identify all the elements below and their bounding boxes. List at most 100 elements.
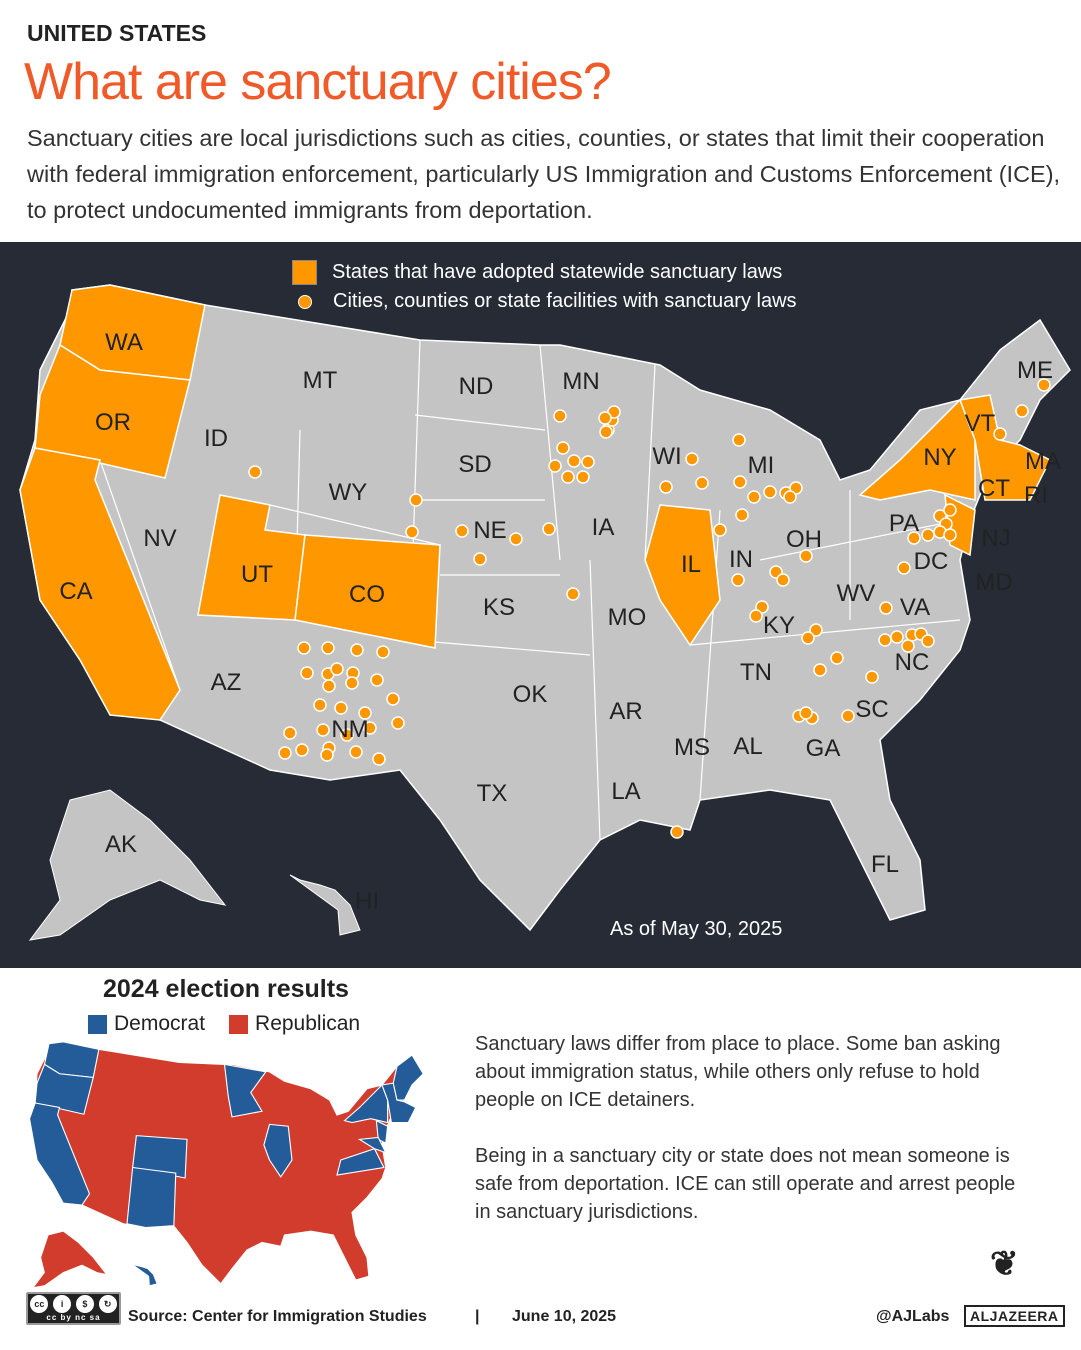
state-border xyxy=(539,344,561,561)
state-label-tn: TN xyxy=(740,659,772,686)
sanctuary-city-dot xyxy=(566,587,580,601)
democrat-state-or xyxy=(34,1063,94,1115)
sanctuary-city-dot xyxy=(993,427,1007,441)
sanctuary-city-dot xyxy=(358,706,372,720)
state-label-fl: FL xyxy=(871,851,899,878)
sanctuary-city-dot xyxy=(349,745,363,759)
separator: | xyxy=(475,1308,480,1325)
sanctuary-city-dot xyxy=(598,411,612,425)
sanctuary-state-co xyxy=(294,534,441,649)
sanctuary-city-dot xyxy=(841,709,855,723)
sanctuary-city-dot xyxy=(943,528,957,542)
sanctuary-state-ny xyxy=(858,398,976,501)
sanctuary-city-dot xyxy=(363,721,377,735)
twitter-handle[interactable]: @AJLabs xyxy=(876,1308,950,1325)
hawaii-democrat xyxy=(130,1262,158,1287)
sanctuary-state-vt xyxy=(958,394,1052,501)
state-label-ak: AK xyxy=(105,831,137,858)
sanctuary-city-dot xyxy=(455,524,469,538)
state-label-ri: RI xyxy=(1024,482,1048,509)
state-label-nj: NJ xyxy=(981,525,1010,552)
sanctuary-city-dot xyxy=(921,528,935,542)
license-text: cc by nc sa xyxy=(46,1313,101,1322)
election-map xyxy=(28,1041,424,1289)
election-legend: Democrat Republican xyxy=(88,1012,360,1036)
sanctuary-city-dot xyxy=(283,726,297,740)
sanctuary-city-dot xyxy=(300,666,314,680)
state-label-wa: WA xyxy=(105,329,143,356)
orange-square-icon xyxy=(292,260,317,285)
sanctuary-city-dot xyxy=(733,475,747,489)
us-map: WA OR CA ID NV MT WY UT CO AZ NM ND SD NE KS OK TX MN IA MO… xyxy=(19,284,1071,941)
democrat-state-nj xyxy=(375,1119,389,1144)
republican-swatch xyxy=(229,1014,249,1034)
sanctuary-city-dot xyxy=(376,645,390,659)
state-border xyxy=(644,364,656,561)
election-title: 2024 election results xyxy=(103,975,349,1003)
democrat-state-me xyxy=(392,1054,424,1101)
sanctuary-city-dot xyxy=(295,743,309,757)
sanctuary-city-dot xyxy=(473,552,487,566)
sanctuary-city-dot xyxy=(1015,404,1029,418)
sanctuary-city-dot xyxy=(340,728,354,742)
legend-democrat: Democrat xyxy=(114,1012,206,1035)
state-border xyxy=(99,459,181,691)
state-label-ut: UT xyxy=(241,561,273,588)
page-title: What are sanctuary cities? xyxy=(24,53,612,111)
sanctuary-city-dot xyxy=(1037,378,1051,392)
sanctuary-city-dot xyxy=(897,561,911,575)
democrat-state-nm xyxy=(126,1166,177,1229)
state-label-co: CO xyxy=(349,581,385,608)
sanctuary-city-dot xyxy=(553,409,567,423)
state-border xyxy=(759,519,961,561)
democrat-state-ny xyxy=(343,1083,389,1124)
sanctuary-city-dot xyxy=(542,522,556,536)
state-border xyxy=(589,559,601,841)
orange-dot-icon xyxy=(298,294,312,309)
sanctuary-city-dot xyxy=(334,701,348,715)
sanctuary-city-dot xyxy=(345,676,359,690)
sanctuary-city-dot xyxy=(799,549,813,563)
democrat-state-md xyxy=(357,1136,387,1154)
state-label-ny: NY xyxy=(923,444,956,471)
note-1: Sanctuary laws differ from place to plac… xyxy=(475,1033,1001,1111)
intro-text: Sanctuary cities are local jurisdictions… xyxy=(27,125,1061,223)
sanctuary-city-dot xyxy=(943,503,957,517)
sanctuary-city-dot xyxy=(350,643,364,657)
sanctuary-city-dot xyxy=(890,630,904,644)
state-label-az: AZ xyxy=(211,669,242,696)
map-legend: States that have adopted statewide sanct… xyxy=(292,258,797,316)
state-label-ia: IA xyxy=(592,514,615,541)
aljazeera-logo: ALJAZEERA xyxy=(964,1305,1065,1327)
sanctuary-state-ca xyxy=(19,447,181,721)
legend-cities: Cities, counties or state facilities wit… xyxy=(333,290,797,312)
sanctuary-city-dot xyxy=(907,531,921,545)
hawaii xyxy=(289,874,361,936)
sanctuary-city-dot xyxy=(509,532,523,546)
state-label-me: ME xyxy=(1017,357,1053,384)
alaska-republican xyxy=(32,1230,108,1289)
state-border xyxy=(699,509,721,801)
state-label-or: OR xyxy=(95,409,131,436)
state-label-hi: HI xyxy=(355,888,379,915)
democrat-state-mn xyxy=(223,1063,267,1118)
publish-date: June 10, 2025 xyxy=(512,1308,617,1325)
sanctuary-city-dot xyxy=(735,508,749,522)
state-label-ms: MS xyxy=(674,734,710,761)
state-label-ks: KS xyxy=(483,594,515,621)
sanctuary-city-dot xyxy=(763,485,777,499)
state-label-nd: ND xyxy=(459,373,494,400)
state-label-wy: WY xyxy=(329,479,368,506)
sanctuary-city-dot xyxy=(747,490,761,504)
sanctuary-city-dot xyxy=(391,716,405,730)
state-label-dc: DC xyxy=(914,548,949,575)
sanctuary-map: WA OR CA ID NV MT WY UT CO AZ NM ND SD NE KS OK TX MN IA MO… xyxy=(0,242,1081,968)
state-label-id: ID xyxy=(204,425,228,452)
sanctuary-city-dot xyxy=(713,523,727,537)
democrat-state-il xyxy=(263,1123,293,1178)
sanctuary-city-dot xyxy=(783,490,797,504)
state-label-il: IL xyxy=(681,551,701,578)
state-label-sc: SC xyxy=(855,696,888,723)
sanctuary-city-dot xyxy=(370,673,384,687)
state-label-pa: PA xyxy=(889,510,919,537)
